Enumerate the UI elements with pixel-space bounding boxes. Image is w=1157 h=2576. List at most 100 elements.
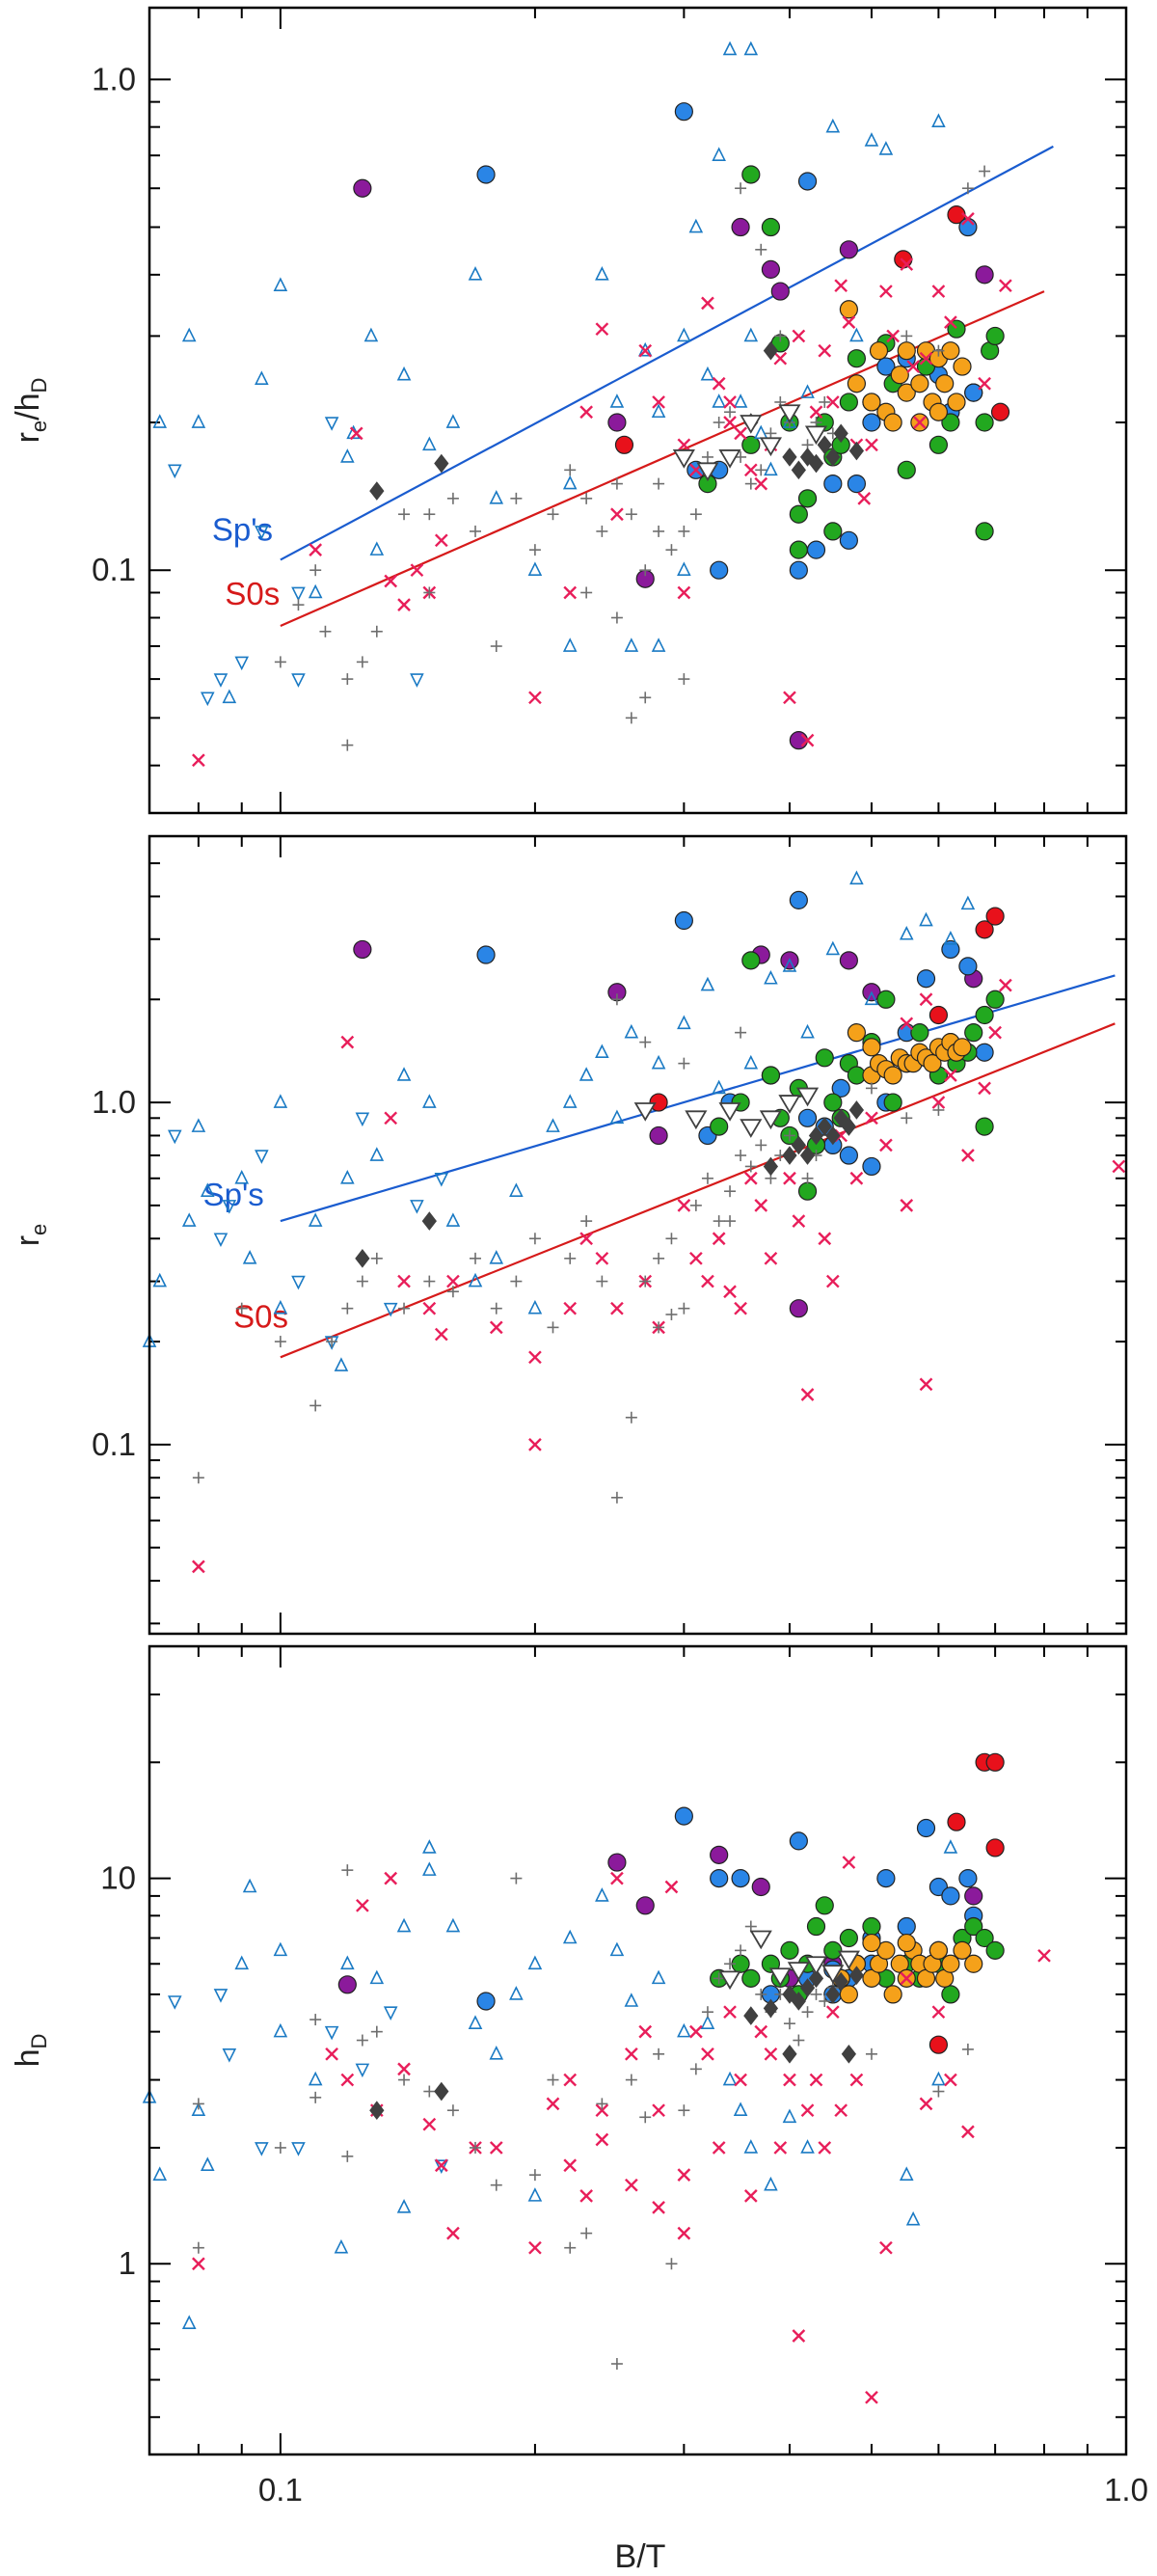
blue-circle-marker: [823, 474, 843, 494]
blue-triangle-marker: [291, 673, 306, 688]
orange-circle-marker: [953, 357, 972, 376]
open-triangle-marker: [804, 425, 828, 446]
gray-plus-marker: [801, 1172, 814, 1184]
pink-cross-marker: [723, 416, 737, 429]
gray-plus-marker: [755, 1988, 767, 2000]
pink-cross-marker: [900, 1017, 914, 1031]
gray-plus-marker: [490, 2179, 502, 2191]
blue-triangle-marker: [434, 2159, 449, 2175]
pink-cross-marker: [931, 1096, 946, 1109]
pink-cross-marker: [999, 279, 1012, 293]
gray-plus-marker: [901, 330, 913, 342]
y-axis-label-subscript: D: [27, 2034, 51, 2049]
pink-cross-marker: [842, 315, 856, 330]
blue-triangle-marker: [905, 2210, 921, 2226]
dark-diamond-marker: [808, 453, 824, 474]
pink-cross-marker: [825, 1274, 840, 1288]
green-circle-marker: [985, 1940, 1005, 1960]
green-circle-marker: [823, 522, 843, 541]
gray-plus-marker: [653, 525, 665, 537]
blue-triangle-marker: [291, 1275, 306, 1290]
blue-circle-marker: [964, 383, 983, 402]
dark-diamond-marker: [799, 1978, 816, 1997]
dark-diamond-marker: [808, 1968, 824, 1989]
pink-cross-marker: [309, 543, 323, 556]
blue-triangle-marker: [624, 637, 639, 652]
blue-triangle-marker: [273, 2022, 288, 2038]
purple-circle-marker: [789, 731, 808, 750]
orange-circle-marker: [941, 341, 960, 361]
gray-plus-marker: [979, 165, 991, 177]
green-circle-marker: [941, 413, 960, 432]
blue-triangle-marker: [509, 1986, 524, 2000]
blue-triangle-marker: [712, 147, 726, 161]
pink-cross-marker: [764, 2047, 778, 2061]
blue-triangle-marker: [712, 393, 726, 408]
blue-triangle-marker: [324, 417, 339, 431]
blue-triangle-marker: [800, 2139, 815, 2154]
blue-circle-marker: [831, 1078, 850, 1098]
pink-cross-marker: [764, 1251, 778, 1265]
orange-circle-marker: [883, 1066, 902, 1085]
green-circle-marker: [761, 1066, 781, 1085]
dark-diamond-marker: [833, 1108, 848, 1128]
blue-triangle-marker: [213, 673, 229, 688]
orange-circle-marker: [897, 383, 916, 402]
gray-plus-marker: [446, 2104, 459, 2117]
pink-cross-marker: [677, 1199, 691, 1212]
open-triangle-marker: [685, 1110, 708, 1130]
orange-circle-marker: [928, 402, 949, 421]
pink-cross-marker: [397, 598, 411, 611]
blue-triangle-marker: [609, 1941, 625, 1957]
gray-plus-marker: [470, 1252, 482, 1264]
gray-plus-marker: [665, 544, 678, 556]
green-circle-marker: [975, 413, 994, 432]
gray-plus-marker: [192, 2098, 204, 2110]
red-circle-marker: [947, 1812, 966, 1831]
green-circle-marker: [876, 990, 896, 1009]
gray-plus-marker: [625, 508, 637, 521]
dark-diamond-marker: [355, 1249, 370, 1268]
dark-diamond-marker: [782, 1985, 797, 2004]
blue-triangle-marker: [340, 1955, 355, 1970]
blue-triangle-marker: [609, 393, 625, 408]
red-circle-marker: [928, 1005, 949, 1025]
gray-plus-marker: [470, 2141, 482, 2154]
pink-cross-marker: [528, 691, 542, 705]
pink-cross-marker: [792, 1214, 806, 1228]
open-triangle-marker: [768, 1967, 792, 1988]
gray-plus-marker: [370, 1252, 383, 1264]
gray-plus-marker: [370, 2025, 383, 2038]
pink-cross-marker: [734, 1301, 747, 1315]
green-circle-marker: [910, 1023, 929, 1043]
open-triangle-marker: [759, 437, 782, 457]
green-circle-marker: [985, 990, 1005, 1009]
pink-cross-marker: [783, 1171, 796, 1185]
gray-plus-marker: [744, 477, 757, 490]
blue-circle-marker: [476, 1992, 496, 2011]
dark-diamond-marker: [848, 1966, 865, 1986]
green-circle-marker: [928, 435, 949, 454]
green-circle-marker: [741, 435, 761, 454]
gray-plus-marker: [793, 2034, 805, 2047]
gray-plus-marker: [961, 182, 974, 195]
pink-cross-marker: [825, 2005, 840, 2020]
gray-plus-marker: [678, 1302, 690, 1315]
blue-circle-marker: [797, 1108, 818, 1127]
blue-triangle-marker: [396, 2199, 412, 2213]
blue-triangle-marker: [181, 2315, 197, 2329]
gray-plus-marker: [735, 1944, 747, 1957]
green-circle-marker: [789, 504, 808, 524]
blue-triangle-marker: [308, 583, 323, 599]
green-circle-marker: [741, 1968, 761, 1988]
gray-plus-marker: [610, 1491, 623, 1504]
blue-triangle-marker: [273, 1941, 288, 1957]
purple-circle-marker: [789, 1299, 808, 1318]
dark-diamond-marker: [817, 1117, 832, 1136]
gray-plus-marker: [610, 477, 623, 490]
blue-triangle-marker: [181, 1212, 197, 1227]
gray-plus-marker: [596, 2098, 608, 2110]
dark-diamond-marker: [833, 423, 848, 444]
blue-triangle-marker: [242, 1250, 257, 1264]
axis-ticks: [148, 835, 1127, 1634]
